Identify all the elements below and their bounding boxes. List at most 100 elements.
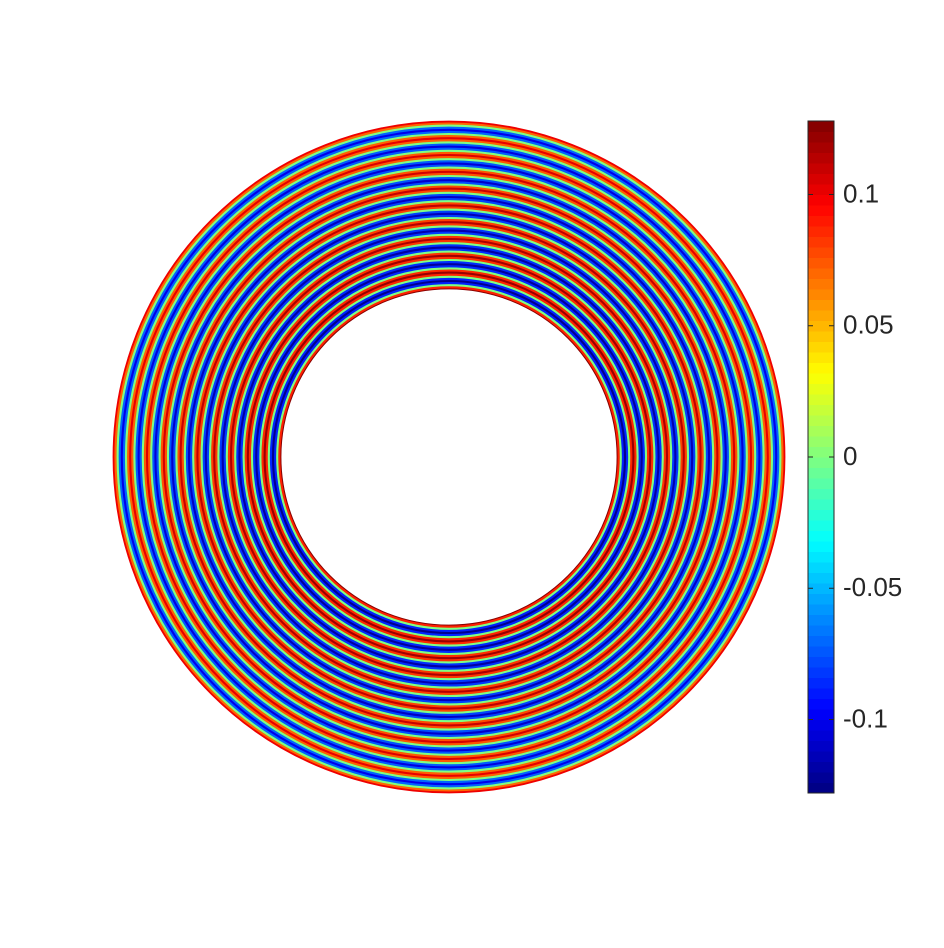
colorbar-swatch <box>808 352 834 363</box>
ring <box>227 235 671 679</box>
ring <box>166 174 732 740</box>
colorbar-swatch <box>808 142 834 153</box>
colorbar-swatch <box>808 121 834 132</box>
colorbar-swatch <box>808 184 834 195</box>
ring <box>264 272 634 642</box>
ring <box>229 237 669 677</box>
ring <box>130 138 768 776</box>
colorbar-tick-label: -0.05 <box>843 572 902 602</box>
colorbar-swatch <box>808 257 834 269</box>
ring <box>224 232 674 682</box>
ring <box>149 157 749 757</box>
ring <box>136 144 762 770</box>
colorbar-swatch <box>808 205 834 216</box>
ring <box>250 258 648 656</box>
colorbar-swatch <box>808 520 834 531</box>
ring <box>239 247 659 667</box>
colorbar-tick-label: 0.1 <box>843 178 879 208</box>
ring <box>191 199 707 715</box>
ring <box>164 172 734 742</box>
colorbar-swatch <box>808 772 834 783</box>
colorbar: -0.1 -0.05 0 0.05 0.1 <box>807 120 902 794</box>
colorbar-swatch <box>808 373 834 384</box>
ring <box>143 151 755 763</box>
ring <box>279 287 619 627</box>
ring <box>126 134 772 780</box>
colorbar-swatch <box>808 551 834 563</box>
colorbar-swatch <box>808 194 834 206</box>
ring <box>182 190 716 724</box>
ring <box>231 239 667 675</box>
colorbar-swatch <box>808 478 834 489</box>
ring <box>260 268 638 646</box>
ring <box>140 148 758 766</box>
ring <box>254 262 644 652</box>
colorbar-swatch <box>808 593 834 605</box>
ring <box>132 140 766 774</box>
colorbar-swatch <box>808 635 834 647</box>
ring <box>197 205 701 709</box>
colorbar-swatch <box>808 131 834 143</box>
ring <box>269 277 629 637</box>
annulus-field <box>112 120 786 794</box>
colorbar-swatch <box>808 488 834 500</box>
ring <box>122 130 776 784</box>
ring <box>206 214 692 700</box>
colorbar-tick-label: -0.1 <box>843 703 888 733</box>
colorbar-swatch <box>808 509 834 521</box>
ring <box>187 195 711 719</box>
colorbar-swatch <box>808 583 834 594</box>
colorbar-swatch <box>808 215 834 227</box>
colorbar-swatch <box>808 425 834 437</box>
colorbar-swatch <box>808 782 834 794</box>
ring <box>128 136 770 778</box>
colorbar-swatch <box>808 310 834 321</box>
colorbar-swatch <box>808 278 834 290</box>
ring <box>180 188 718 726</box>
colorbar-swatch <box>808 604 834 615</box>
ring <box>212 220 686 694</box>
colorbar-swatch <box>808 740 834 752</box>
colorbar-swatch <box>808 499 834 510</box>
colorbar-swatch <box>808 698 834 710</box>
ring <box>157 165 741 749</box>
ring <box>174 182 724 732</box>
ring <box>134 142 764 772</box>
ring <box>159 167 739 747</box>
ring <box>147 155 751 759</box>
ring <box>256 264 642 650</box>
ring <box>208 216 690 698</box>
ring <box>271 279 627 635</box>
colorbar-tick-label: 0.05 <box>843 310 894 340</box>
ring <box>237 245 661 669</box>
colorbar-swatch <box>808 299 834 311</box>
colorbar-swatch <box>808 247 834 258</box>
ring <box>176 184 722 730</box>
ring <box>220 228 678 686</box>
ring <box>258 266 640 648</box>
colorbar-swatch <box>808 152 834 164</box>
colorbar-swatch <box>808 688 834 699</box>
ring <box>233 241 665 673</box>
ring <box>243 251 655 663</box>
ring <box>124 132 774 782</box>
colorbar-swatch <box>808 446 834 458</box>
colorbar-swatch <box>808 572 834 584</box>
ring <box>245 253 653 661</box>
ring <box>195 203 703 711</box>
ring <box>216 224 682 690</box>
colorbar-swatch <box>808 415 834 426</box>
ring <box>161 169 737 745</box>
colorbar-tick-label: 0 <box>843 441 857 471</box>
ring <box>273 281 625 633</box>
colorbar-swatch <box>808 730 834 741</box>
colorbar-swatch <box>808 541 834 552</box>
colorbar-swatch <box>808 677 834 689</box>
colorbar-swatch <box>808 383 834 395</box>
ring <box>203 211 695 703</box>
ring <box>266 274 632 640</box>
colorbar-swatch <box>808 268 834 279</box>
colorbar-swatch <box>808 646 834 657</box>
